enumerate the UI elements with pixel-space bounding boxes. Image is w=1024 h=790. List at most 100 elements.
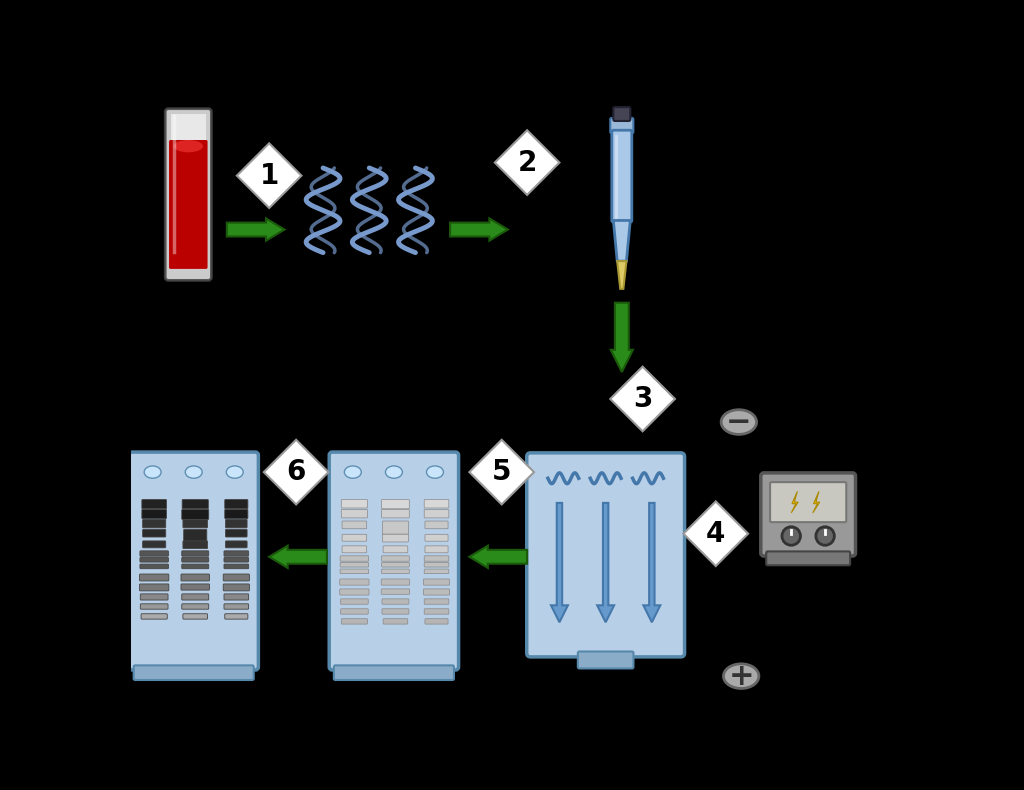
- FancyBboxPatch shape: [424, 510, 449, 518]
- FancyBboxPatch shape: [183, 529, 207, 542]
- FancyBboxPatch shape: [766, 551, 850, 566]
- FancyBboxPatch shape: [182, 499, 208, 509]
- Ellipse shape: [174, 140, 203, 152]
- Polygon shape: [469, 440, 535, 505]
- FancyBboxPatch shape: [183, 519, 208, 528]
- FancyBboxPatch shape: [342, 521, 367, 529]
- FancyBboxPatch shape: [340, 569, 369, 574]
- FancyBboxPatch shape: [383, 619, 408, 624]
- FancyArrow shape: [610, 303, 633, 372]
- FancyBboxPatch shape: [182, 604, 209, 609]
- FancyBboxPatch shape: [342, 546, 367, 553]
- FancyArrow shape: [643, 503, 660, 623]
- FancyBboxPatch shape: [423, 579, 450, 585]
- FancyBboxPatch shape: [610, 118, 634, 134]
- FancyBboxPatch shape: [142, 529, 166, 537]
- FancyBboxPatch shape: [224, 564, 249, 569]
- FancyBboxPatch shape: [381, 579, 410, 585]
- FancyBboxPatch shape: [224, 604, 249, 609]
- FancyBboxPatch shape: [382, 609, 409, 614]
- Ellipse shape: [816, 527, 835, 545]
- FancyBboxPatch shape: [340, 562, 369, 567]
- FancyBboxPatch shape: [140, 558, 168, 562]
- FancyBboxPatch shape: [223, 574, 250, 581]
- FancyBboxPatch shape: [141, 614, 167, 619]
- Polygon shape: [264, 440, 329, 505]
- FancyArrow shape: [451, 219, 508, 241]
- FancyBboxPatch shape: [613, 107, 631, 121]
- FancyBboxPatch shape: [578, 652, 634, 668]
- FancyBboxPatch shape: [223, 584, 250, 591]
- FancyBboxPatch shape: [611, 130, 632, 222]
- FancyBboxPatch shape: [526, 453, 685, 657]
- FancyBboxPatch shape: [382, 599, 409, 604]
- Polygon shape: [613, 220, 631, 261]
- FancyBboxPatch shape: [140, 564, 168, 569]
- FancyBboxPatch shape: [224, 499, 248, 509]
- Ellipse shape: [185, 466, 202, 478]
- FancyBboxPatch shape: [225, 529, 247, 537]
- FancyBboxPatch shape: [182, 510, 209, 520]
- Ellipse shape: [782, 527, 801, 545]
- FancyBboxPatch shape: [341, 619, 368, 624]
- FancyBboxPatch shape: [224, 558, 249, 562]
- FancyBboxPatch shape: [425, 534, 449, 541]
- Text: 5: 5: [492, 458, 511, 486]
- Polygon shape: [610, 367, 675, 431]
- FancyBboxPatch shape: [134, 665, 254, 680]
- FancyBboxPatch shape: [340, 579, 369, 585]
- Polygon shape: [683, 502, 749, 566]
- FancyBboxPatch shape: [423, 589, 450, 595]
- FancyBboxPatch shape: [181, 574, 210, 581]
- Ellipse shape: [724, 664, 759, 688]
- FancyBboxPatch shape: [341, 510, 368, 518]
- Ellipse shape: [344, 466, 361, 478]
- FancyBboxPatch shape: [381, 589, 410, 594]
- FancyBboxPatch shape: [424, 562, 449, 567]
- FancyBboxPatch shape: [334, 665, 454, 680]
- FancyBboxPatch shape: [424, 599, 449, 604]
- Ellipse shape: [226, 466, 244, 478]
- Bar: [171, 114, 206, 144]
- FancyBboxPatch shape: [424, 609, 449, 614]
- FancyArrow shape: [551, 503, 568, 623]
- FancyBboxPatch shape: [330, 452, 459, 670]
- Text: 1: 1: [259, 162, 279, 190]
- FancyBboxPatch shape: [142, 510, 167, 519]
- FancyBboxPatch shape: [139, 574, 169, 581]
- Text: 3: 3: [633, 385, 652, 413]
- FancyBboxPatch shape: [182, 594, 209, 600]
- FancyBboxPatch shape: [224, 510, 248, 519]
- FancyBboxPatch shape: [182, 558, 209, 562]
- Text: 6: 6: [287, 458, 306, 486]
- FancyBboxPatch shape: [224, 594, 249, 600]
- Polygon shape: [617, 261, 627, 289]
- FancyBboxPatch shape: [424, 556, 449, 561]
- Text: 4: 4: [707, 520, 725, 547]
- FancyBboxPatch shape: [424, 569, 449, 574]
- Text: −: −: [726, 408, 752, 437]
- FancyArrow shape: [469, 546, 527, 568]
- FancyBboxPatch shape: [340, 589, 369, 595]
- FancyBboxPatch shape: [383, 546, 408, 553]
- FancyBboxPatch shape: [341, 499, 368, 508]
- FancyArrow shape: [597, 503, 614, 623]
- FancyBboxPatch shape: [382, 534, 409, 542]
- FancyBboxPatch shape: [224, 551, 249, 556]
- FancyBboxPatch shape: [129, 452, 258, 670]
- FancyBboxPatch shape: [183, 541, 208, 548]
- FancyBboxPatch shape: [342, 534, 367, 541]
- Ellipse shape: [721, 410, 757, 434]
- FancyBboxPatch shape: [225, 541, 247, 547]
- FancyBboxPatch shape: [341, 609, 369, 614]
- FancyBboxPatch shape: [340, 556, 369, 561]
- FancyBboxPatch shape: [761, 473, 855, 556]
- Text: 2: 2: [517, 149, 537, 176]
- Text: +: +: [728, 662, 754, 690]
- FancyArrow shape: [226, 219, 285, 241]
- Polygon shape: [813, 491, 819, 513]
- FancyBboxPatch shape: [181, 584, 210, 590]
- Ellipse shape: [385, 466, 402, 478]
- FancyBboxPatch shape: [425, 546, 449, 553]
- FancyBboxPatch shape: [424, 499, 449, 508]
